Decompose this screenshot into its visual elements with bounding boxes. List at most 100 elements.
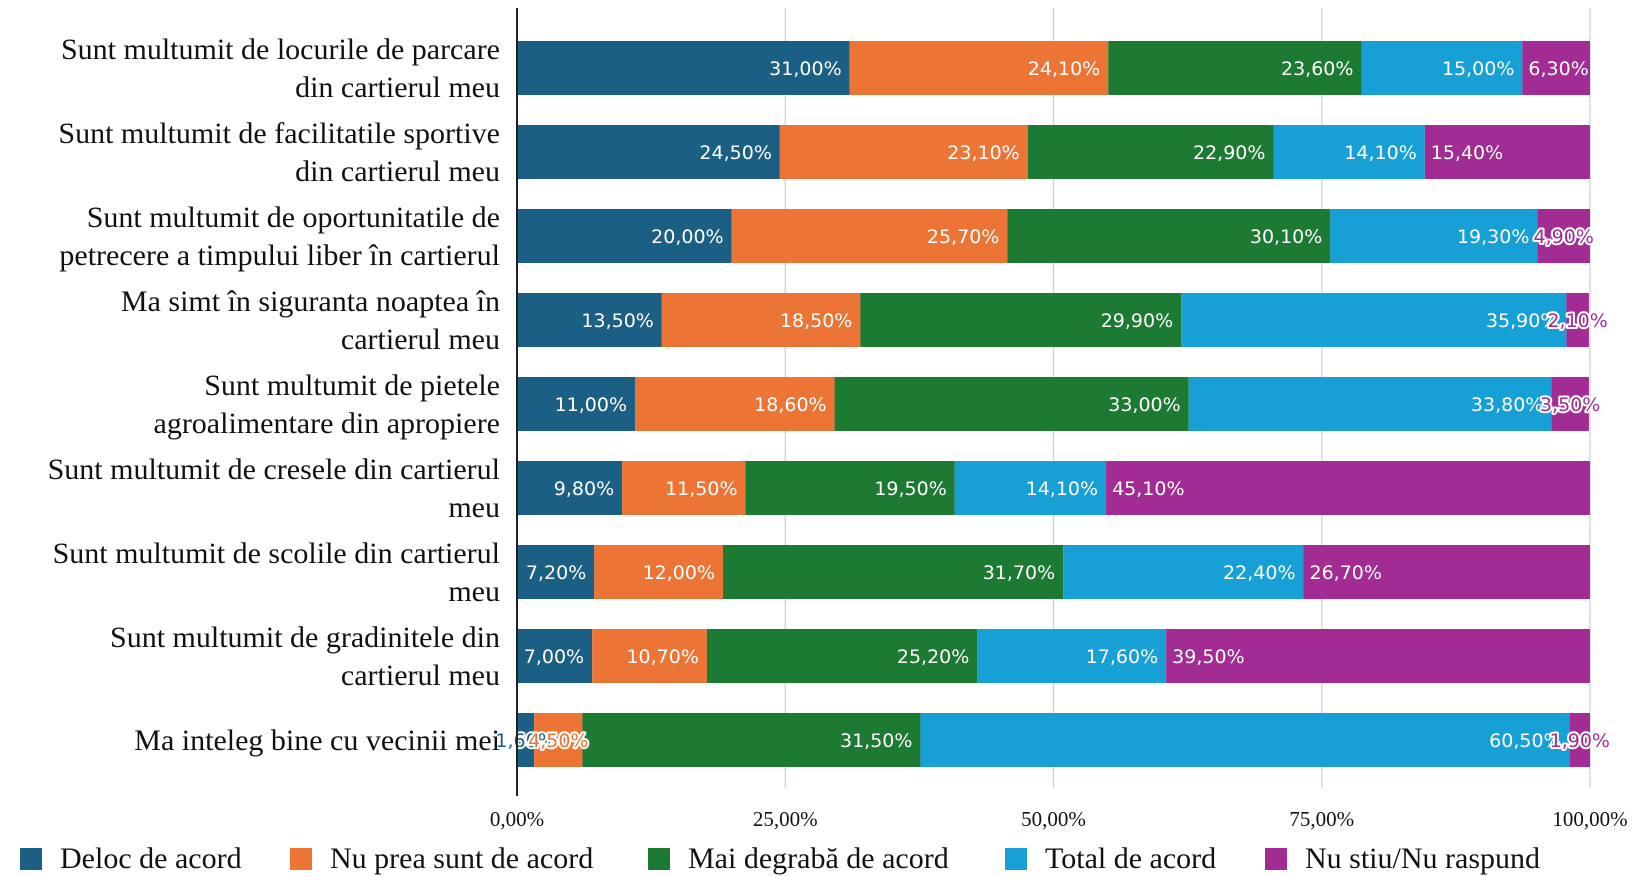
data-label: 22,90%	[1193, 142, 1265, 164]
bar-segment-mai-degraba-de-acord	[745, 461, 955, 515]
category-label: meu	[448, 491, 500, 524]
data-label: 31,00%	[769, 58, 841, 80]
data-label: 2,10%	[1547, 310, 1607, 332]
data-label: 20,00%	[651, 226, 723, 248]
bar-segment-mai-degraba-de-acord	[1108, 41, 1362, 95]
data-label: 12,00%	[643, 562, 715, 584]
data-label: 33,00%	[1108, 394, 1180, 416]
bar-segment-nu-stiu-nu-raspund	[1303, 545, 1590, 599]
bar-segment-nu-stiu-nu-raspund	[1566, 293, 1589, 347]
bar-segment-mai-degraba-de-acord	[723, 545, 1064, 599]
category-label: petrecere a timpului liber în cartierul	[59, 239, 500, 272]
data-label: 18,50%	[780, 310, 852, 332]
category-label: Ma inteleg bine cu vecinii mei	[134, 724, 500, 757]
x-tick-label: 100,00%	[1552, 807, 1627, 831]
data-label: 17,60%	[1086, 646, 1158, 668]
data-label: 1,90%	[1550, 730, 1610, 752]
bar-segment-deloc-de-acord	[517, 713, 535, 767]
data-label: 15,00%	[1442, 58, 1514, 80]
bar-segment-total-de-acord	[1273, 125, 1425, 179]
bar-segment-mai-degraba-de-acord	[860, 293, 1182, 347]
bar-segment-nu-prea-sunt-de-acord	[661, 293, 861, 347]
bar-segment-deloc-de-acord	[517, 293, 662, 347]
data-label: 1,60%	[495, 730, 555, 752]
bar-segment-total-de-acord	[1361, 41, 1523, 95]
legend-item-mai-degraba-de-acord: Mai degrabă de acord	[648, 842, 949, 875]
bar-segment-total-de-acord	[1063, 545, 1304, 599]
data-label: 9,80%	[554, 478, 614, 500]
category-label: Sunt multumit de cresele din cartierul	[48, 453, 500, 486]
category-label: cartierul meu	[341, 323, 500, 356]
bar-segment-nu-prea-sunt-de-acord	[622, 461, 746, 515]
category-label: Sunt multumit de locurile de parcare	[61, 33, 500, 66]
bar-segment-mai-degraba-de-acord	[1027, 125, 1274, 179]
category-label: Sunt multumit de oportunitatile de	[87, 201, 500, 234]
legend: Deloc de acord Nu prea sunt de acord Mai d…	[20, 842, 1540, 875]
legend-item-total-de-acord: Total de acord	[1005, 842, 1216, 875]
category-label: Sunt multumit de scolile din cartierul	[53, 537, 500, 570]
category-label: cartierul meu	[341, 659, 500, 692]
bar-segment-nu-prea-sunt-de-acord	[849, 41, 1109, 95]
category-label: Sunt multumit de gradinitele din	[110, 621, 500, 654]
bar-segment-nu-prea-sunt-de-acord	[594, 545, 724, 599]
data-label: 24,10%	[1028, 58, 1100, 80]
bar-segment-total-de-acord	[1188, 377, 1552, 431]
data-label: 13,50%	[581, 310, 653, 332]
category-label: agroalimentare din apropiere	[154, 407, 501, 440]
legend-swatch	[648, 848, 670, 870]
data-label: 25,20%	[897, 646, 969, 668]
data-label: 29,90%	[1101, 310, 1173, 332]
bar-segment-deloc-de-acord	[517, 545, 595, 599]
bar-segment-total-de-acord	[1181, 293, 1567, 347]
data-label: 23,60%	[1281, 58, 1353, 80]
data-label: 26,70%	[1310, 562, 1382, 584]
bar-segment-nu-prea-sunt-de-acord	[534, 713, 583, 767]
data-label: 14,10%	[1026, 478, 1098, 500]
legend-label: Nu prea sunt de acord	[330, 842, 593, 875]
data-label: 3,50%	[1540, 394, 1600, 416]
legend-label: Deloc de acord	[60, 842, 242, 875]
category-label: meu	[448, 575, 500, 608]
data-label: 30,10%	[1250, 226, 1322, 248]
bar-segment-deloc-de-acord	[517, 461, 623, 515]
bar-segment-mai-degraba-de-acord	[706, 629, 978, 683]
data-label: 7,00%	[524, 646, 584, 668]
bar-segment-mai-degraba-de-acord	[834, 377, 1189, 431]
data-label: 18,60%	[754, 394, 826, 416]
x-tick-labels: 0,00% 25,00% 50,00% 75,00% 100,00%	[490, 807, 1628, 831]
bar-segment-nu-prea-sunt-de-acord	[731, 209, 1008, 263]
legend-swatch	[290, 848, 312, 870]
category-labels: Sunt multumit de locurile de parcare din …	[48, 33, 500, 757]
data-label: 10,70%	[626, 646, 698, 668]
data-label: 31,50%	[840, 730, 912, 752]
category-label: Sunt multumit de facilitatile sportive	[58, 117, 500, 150]
bar-segment-nu-stiu-nu-raspund	[1424, 125, 1590, 179]
data-label: 33,80%	[1471, 394, 1543, 416]
data-label: 19,50%	[874, 478, 946, 500]
bar-segment-total-de-acord	[920, 713, 1570, 767]
data-label: 45,10%	[1112, 478, 1184, 500]
bar-segment-deloc-de-acord	[517, 377, 636, 431]
data-label: 11,50%	[665, 478, 737, 500]
category-label: Sunt multumit de pietele	[204, 369, 500, 402]
legend-item-deloc-de-acord: Deloc de acord	[20, 842, 242, 875]
data-label: 60,50%	[1489, 730, 1561, 752]
bar-segment-total-de-acord	[954, 461, 1107, 515]
legend-swatch	[1005, 848, 1027, 870]
bar-segment-mai-degraba-de-acord	[582, 713, 921, 767]
data-label: 23,10%	[947, 142, 1019, 164]
bar-segment-nu-prea-sunt-de-acord	[779, 125, 1028, 179]
data-label: 25,70%	[927, 226, 999, 248]
legend-swatch	[20, 848, 42, 870]
bar-segment-deloc-de-acord	[517, 629, 593, 683]
x-tick-label: 50,00%	[1021, 807, 1086, 831]
legend-label: Total de acord	[1045, 842, 1216, 875]
legend-label: Nu stiu/Nu raspund	[1305, 842, 1540, 875]
bar-segment-mai-degraba-de-acord	[1007, 209, 1331, 263]
bar-segment-deloc-de-acord	[517, 41, 850, 95]
bar-segment-nu-stiu-nu-raspund	[1522, 41, 1590, 95]
bars: 31,00% 24,10% 23,60% 15,00% 6,30% 24,50% 23,10…	[493, 41, 1612, 767]
bar-segment-nu-prea-sunt-de-acord	[635, 377, 835, 431]
data-label: 31,70%	[983, 562, 1055, 584]
